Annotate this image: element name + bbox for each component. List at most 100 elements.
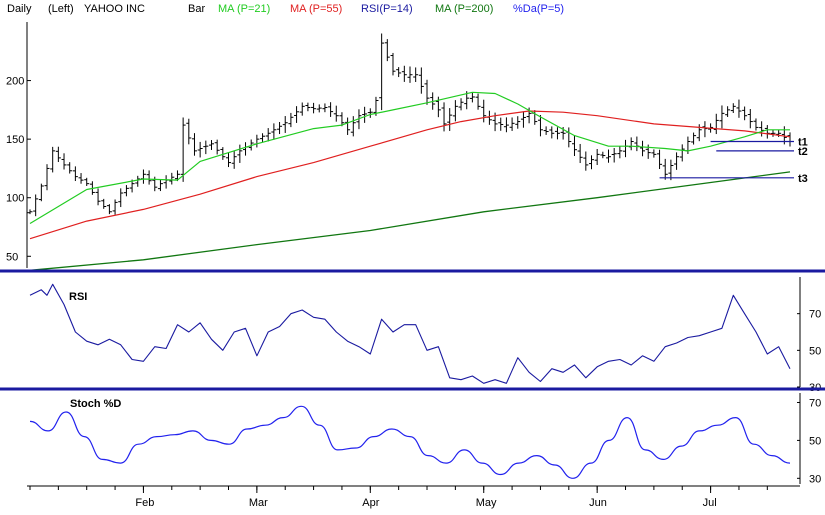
price-bar xyxy=(78,173,84,184)
price-bar xyxy=(588,155,594,170)
legend-item: %Da(P=5) xyxy=(513,3,564,15)
price-bar xyxy=(294,106,300,123)
price-bar xyxy=(106,204,112,215)
price-bar xyxy=(640,140,646,157)
ma55-line xyxy=(29,110,791,240)
price-bar xyxy=(237,144,243,163)
stoch-tick-label: 30 xyxy=(809,473,821,485)
price-bar xyxy=(203,140,209,155)
price-bar xyxy=(271,123,277,140)
price-bar xyxy=(520,111,526,128)
rsi-panel: RSI305070 xyxy=(29,283,821,394)
price-bar xyxy=(135,175,141,187)
price-bar xyxy=(486,110,492,125)
price-bar xyxy=(401,65,407,82)
price-bar xyxy=(84,177,90,186)
price-bar xyxy=(157,179,163,192)
price-bar xyxy=(123,185,129,197)
price-bar xyxy=(305,102,311,112)
price-bar xyxy=(617,146,623,159)
price-bar xyxy=(713,113,719,135)
price-bar xyxy=(220,147,226,160)
price-bar xyxy=(674,152,680,170)
rsi-title: RSI xyxy=(69,291,87,303)
price-bar xyxy=(95,188,101,206)
stoch-line xyxy=(29,405,791,479)
rsi-tick-label: 70 xyxy=(809,309,821,321)
price-bar xyxy=(730,103,736,113)
price-bar xyxy=(277,121,283,135)
price-bar xyxy=(328,102,334,117)
chart-header: Daily (Left) YAHOO INC Bar MA (P=21) MA (P=55… xyxy=(7,3,564,15)
price-bar xyxy=(163,175,169,189)
stoch-panel: Stoch %D 30 50 70 xyxy=(29,397,821,485)
panel-separator xyxy=(0,387,825,391)
price-bar xyxy=(481,99,487,123)
price-bar xyxy=(554,127,560,140)
price-bar xyxy=(691,132,697,145)
price-bar xyxy=(384,39,390,62)
price-bar xyxy=(509,117,515,131)
price-bar xyxy=(61,153,67,170)
trendline-label: t3 xyxy=(798,173,808,185)
price-bar xyxy=(418,67,424,94)
price-tick-label: 50 xyxy=(6,251,18,263)
price-bar xyxy=(260,133,266,143)
price-bar xyxy=(413,67,419,82)
price-bar xyxy=(322,103,328,113)
price-bar xyxy=(770,129,776,137)
price-bar xyxy=(254,134,260,148)
price-bar xyxy=(458,98,464,111)
legend-item: Bar xyxy=(188,3,205,15)
trendline-label: t2 xyxy=(798,146,808,158)
stoch-title: Stoch %D xyxy=(70,398,121,410)
price-bar xyxy=(140,169,146,184)
price-bar xyxy=(38,183,44,202)
price-bar xyxy=(299,102,305,116)
price-bar xyxy=(679,144,685,162)
price-bar xyxy=(719,105,725,129)
price-bar xyxy=(759,121,765,137)
stoch-tick-label: 70 xyxy=(809,397,821,409)
price-bar xyxy=(129,179,135,193)
price-bar xyxy=(583,151,589,171)
rsi-tick-label: 50 xyxy=(809,345,821,357)
stoch-tick-label: 50 xyxy=(809,435,821,447)
price-bar xyxy=(725,106,731,117)
price-bar xyxy=(367,108,373,118)
price-bar xyxy=(214,139,220,155)
legend-item: RSI(P=14) xyxy=(361,3,413,15)
price-bar xyxy=(566,127,572,148)
price-bar xyxy=(498,117,504,131)
x-month-label: Jun xyxy=(589,497,607,509)
legend-item: MA (P=55) xyxy=(290,3,342,15)
price-bar xyxy=(515,116,521,129)
price-bar xyxy=(424,79,430,105)
x-month-label: Mar xyxy=(249,497,268,509)
price-bar xyxy=(537,115,543,137)
price-bar xyxy=(787,132,793,147)
price-bar xyxy=(407,66,413,83)
price-bar xyxy=(753,118,759,131)
price-bar xyxy=(316,104,322,113)
price-bar xyxy=(55,146,61,163)
price-bar xyxy=(447,108,453,131)
price-tick-label: 200 xyxy=(6,76,24,88)
price-bar xyxy=(169,172,175,185)
price-bar xyxy=(191,133,197,156)
price-bar xyxy=(600,151,606,159)
price-bar xyxy=(373,96,379,116)
price-bar xyxy=(379,33,385,111)
price-bar xyxy=(231,150,237,169)
price-bar xyxy=(668,159,674,181)
trendline-label: t1 xyxy=(798,136,808,148)
price-bar xyxy=(50,146,56,173)
price-bar xyxy=(702,121,708,138)
rsi-line xyxy=(29,283,791,384)
price-bar xyxy=(282,116,288,133)
x-month-label: May xyxy=(476,497,497,509)
price-bar xyxy=(350,116,356,137)
panel-separator xyxy=(0,269,825,273)
